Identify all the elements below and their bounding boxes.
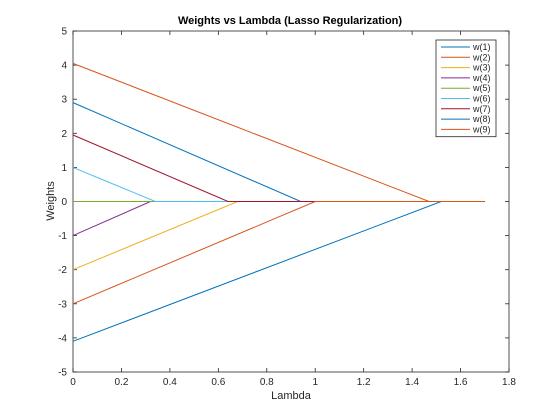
- legend-label: w(8): [472, 114, 491, 124]
- x-tick-label: 1.6: [454, 377, 468, 388]
- axis-ticks: 0 0.2 0.4 0.6 0.8 1 1.2 1.4 1.6 1.8 -5 -4 -3 -2 -1 0 1 2 3…: [58, 27, 516, 389]
- x-tick-label: 0.4: [163, 377, 177, 388]
- y-tick-label: -2: [58, 265, 67, 276]
- chart-title: Weights vs Lambda (Lasso Regularization): [178, 15, 402, 27]
- series-lines: [72, 62, 485, 342]
- x-tick-label: 1.4: [405, 377, 419, 388]
- legend-label: w(2): [472, 52, 491, 62]
- y-tick-label: -3: [58, 299, 67, 310]
- series-line-w9: [72, 201, 485, 305]
- y-tick-label: 0: [61, 197, 67, 208]
- x-tick-label: 1: [312, 377, 318, 388]
- legend-label: w(4): [472, 73, 491, 83]
- legend-label: w(3): [472, 63, 491, 73]
- x-tick-label: 0: [70, 377, 76, 388]
- y-tick-label: -1: [58, 231, 67, 242]
- legend-label: w(5): [472, 83, 491, 93]
- y-tick-label: 5: [61, 27, 67, 38]
- y-tick-label: 2: [61, 129, 67, 140]
- y-tick-label: 4: [61, 61, 67, 72]
- legend-label: w(1): [472, 42, 491, 52]
- x-tick-label: 0.8: [260, 377, 274, 388]
- x-tick-label: 0.6: [211, 377, 225, 388]
- y-axis-label: Weights: [45, 181, 57, 221]
- x-axis-label: Lambda: [271, 390, 312, 402]
- legend: w(1)w(2)w(3)w(4)w(5)w(6)w(7)w(8)w(9): [435, 39, 497, 138]
- x-tick-label: 1.2: [357, 377, 371, 388]
- x-tick-label: 0.2: [114, 377, 128, 388]
- y-tick-label: 3: [61, 95, 67, 106]
- x-tick-label: 1.8: [502, 377, 516, 388]
- legend-label: w(9): [472, 124, 491, 134]
- y-tick-label: 1: [61, 163, 67, 174]
- legend-label: w(6): [472, 94, 491, 104]
- legend-label: w(7): [472, 104, 491, 114]
- y-tick-label: -4: [58, 333, 67, 344]
- y-tick-label: -5: [58, 368, 67, 379]
